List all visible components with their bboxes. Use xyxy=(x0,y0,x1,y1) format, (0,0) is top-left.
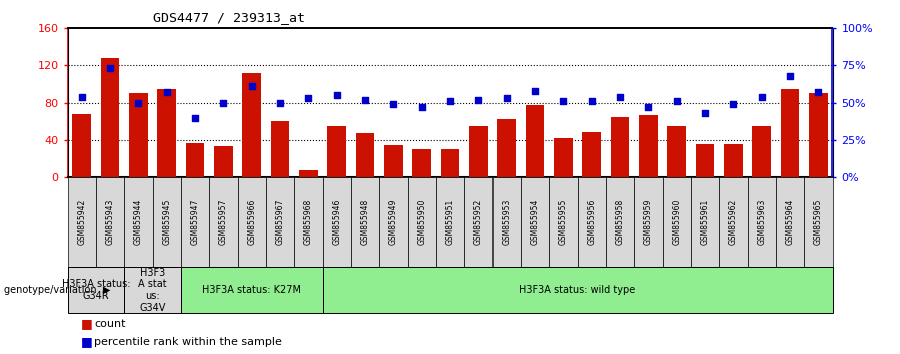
Text: GSM855966: GSM855966 xyxy=(248,199,256,245)
Text: GSM855949: GSM855949 xyxy=(389,199,398,245)
Text: GSM855952: GSM855952 xyxy=(473,199,482,245)
Point xyxy=(159,90,174,95)
Bar xyxy=(299,170,318,177)
Point xyxy=(527,88,542,93)
Text: GSM855945: GSM855945 xyxy=(162,199,171,245)
Text: genotype/variation  ▶: genotype/variation ▶ xyxy=(4,285,111,295)
Point xyxy=(75,94,89,99)
Text: GSM855960: GSM855960 xyxy=(672,199,681,245)
Point xyxy=(188,115,202,120)
Text: GSM855964: GSM855964 xyxy=(786,199,795,245)
Point xyxy=(641,104,655,110)
Point xyxy=(500,95,514,101)
Bar xyxy=(412,149,431,177)
Bar xyxy=(129,93,148,177)
Text: GSM855961: GSM855961 xyxy=(700,199,709,245)
Text: GSM855955: GSM855955 xyxy=(559,199,568,245)
Bar xyxy=(242,73,261,177)
Text: ■: ■ xyxy=(81,318,93,330)
Bar xyxy=(554,138,572,177)
Point xyxy=(302,95,316,101)
Text: GSM855947: GSM855947 xyxy=(191,199,200,245)
Text: H3F3A status:
G34R: H3F3A status: G34R xyxy=(61,279,130,301)
Bar xyxy=(101,58,119,177)
Point xyxy=(358,97,373,103)
Bar xyxy=(639,115,658,177)
Text: GSM855953: GSM855953 xyxy=(502,199,511,245)
Point xyxy=(131,100,146,105)
Text: GSM855968: GSM855968 xyxy=(304,199,313,245)
Bar xyxy=(469,126,488,177)
Point xyxy=(670,98,684,104)
Point xyxy=(443,98,457,104)
Text: GSM855950: GSM855950 xyxy=(418,199,427,245)
Point xyxy=(811,90,825,95)
Point xyxy=(103,65,117,71)
Point xyxy=(584,98,598,104)
Bar xyxy=(441,149,459,177)
Point xyxy=(329,92,344,98)
Text: GSM855958: GSM855958 xyxy=(616,199,625,245)
Bar xyxy=(185,143,204,177)
Point xyxy=(783,73,797,79)
Bar xyxy=(582,132,601,177)
Text: GSM855951: GSM855951 xyxy=(446,199,454,245)
Bar xyxy=(696,144,715,177)
Text: ■: ■ xyxy=(81,335,93,348)
Text: H3F3A status: K27M: H3F3A status: K27M xyxy=(202,285,302,295)
Text: GSM855965: GSM855965 xyxy=(814,199,823,245)
Bar xyxy=(328,126,346,177)
Point xyxy=(273,100,287,105)
Point xyxy=(471,97,485,103)
Text: GSM855954: GSM855954 xyxy=(530,199,539,245)
Point xyxy=(698,110,712,116)
Bar xyxy=(724,144,742,177)
Text: GSM855942: GSM855942 xyxy=(77,199,86,245)
Text: H3F3A status: wild type: H3F3A status: wild type xyxy=(519,285,635,295)
Point xyxy=(216,100,230,105)
Bar xyxy=(498,119,516,177)
Text: H3F3
A stat
us:
G34V: H3F3 A stat us: G34V xyxy=(139,268,166,313)
Point xyxy=(386,101,400,107)
Text: GSM855946: GSM855946 xyxy=(332,199,341,245)
Text: GSM855959: GSM855959 xyxy=(644,199,652,245)
Bar xyxy=(781,89,799,177)
Point xyxy=(245,84,259,89)
Bar xyxy=(384,145,402,177)
Bar xyxy=(668,126,686,177)
Text: GSM855948: GSM855948 xyxy=(361,199,370,245)
Point xyxy=(556,98,571,104)
Text: GSM855957: GSM855957 xyxy=(219,199,228,245)
Bar xyxy=(271,121,289,177)
Bar xyxy=(73,114,91,177)
Bar xyxy=(158,89,176,177)
Bar xyxy=(356,133,374,177)
Point xyxy=(754,94,769,99)
Text: count: count xyxy=(94,319,126,329)
Point xyxy=(726,101,741,107)
Text: GSM855944: GSM855944 xyxy=(134,199,143,245)
Text: GDS4477 / 239313_at: GDS4477 / 239313_at xyxy=(153,11,305,24)
Text: GSM855956: GSM855956 xyxy=(587,199,596,245)
Text: GSM855967: GSM855967 xyxy=(275,199,284,245)
Text: GSM855962: GSM855962 xyxy=(729,199,738,245)
Point xyxy=(613,94,627,99)
Text: percentile rank within the sample: percentile rank within the sample xyxy=(94,337,283,347)
Bar xyxy=(526,104,544,177)
Point xyxy=(415,104,429,110)
Text: GSM855963: GSM855963 xyxy=(757,199,766,245)
Bar xyxy=(752,126,771,177)
Bar xyxy=(809,93,827,177)
Bar xyxy=(611,116,629,177)
Text: GSM855943: GSM855943 xyxy=(105,199,114,245)
Bar xyxy=(214,146,232,177)
